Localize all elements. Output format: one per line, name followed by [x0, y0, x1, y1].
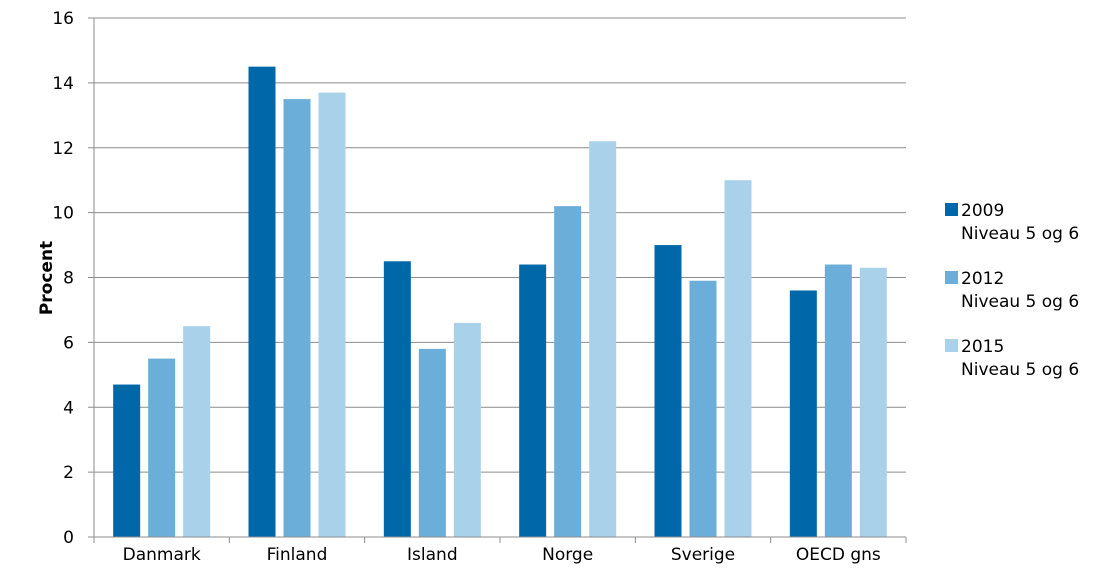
- bar-2015-finland: [318, 92, 346, 537]
- bar-2015-norge: [589, 141, 617, 537]
- y-tick-label: 0: [63, 528, 74, 548]
- legend-item-2009: 2009 Niveau 5 og 6: [945, 201, 1079, 244]
- y-axis-label: Procent: [37, 241, 57, 315]
- x-tick-label: Island: [407, 545, 458, 565]
- bar-2012-oecd-gns: [824, 264, 852, 537]
- y-axis-ticks: 0 2 4 6 8 10 12 14 16: [52, 9, 94, 548]
- bar-2009-danmark: [113, 384, 141, 537]
- y-tick-label: 6: [63, 333, 74, 353]
- legend-swatch: [945, 203, 958, 216]
- x-axis-ticks: Danmark Finland Island Norge Sverige OECD gns: [93, 537, 907, 565]
- bar-2012-danmark: [148, 358, 176, 537]
- y-tick-label: 8: [63, 269, 74, 289]
- legend-item-2015: 2015 Niveau 5 og 6: [945, 337, 1079, 380]
- bar-2009-island: [383, 261, 411, 537]
- bar-2009-oecd-gns: [789, 290, 817, 537]
- bar-2012-sverige: [689, 280, 717, 537]
- legend-swatch: [945, 271, 958, 284]
- legend-swatch: [945, 339, 958, 352]
- legend-sublabel: Niveau 5 og 6: [961, 292, 1079, 312]
- y-tick-label: 2: [63, 463, 74, 483]
- bar-2015-island: [453, 322, 481, 537]
- x-tick-label: Danmark: [123, 545, 201, 565]
- x-tick-label: OECD gns: [796, 545, 881, 565]
- y-tick-label: 12: [52, 139, 74, 159]
- legend-label: 2009: [961, 201, 1004, 221]
- bar-2015-sverige: [724, 180, 752, 537]
- x-tick-label: Norge: [542, 545, 593, 565]
- legend-item-2012: 2012 Niveau 5 og 6: [945, 269, 1079, 312]
- bars: [113, 66, 887, 537]
- y-tick-label: 14: [52, 74, 74, 94]
- legend-label: 2015: [961, 337, 1004, 357]
- y-tick-label: 16: [52, 9, 74, 29]
- bar-2015-danmark: [183, 326, 211, 537]
- bar-2012-island: [418, 348, 446, 537]
- y-tick-label: 4: [63, 398, 74, 418]
- bar-2009-finland: [248, 66, 276, 537]
- x-tick-label: Sverige: [671, 545, 735, 565]
- legend-sublabel: Niveau 5 og 6: [961, 360, 1079, 380]
- bar-2009-norge: [519, 264, 547, 537]
- bar-2015-oecd-gns: [859, 267, 887, 537]
- gridlines: [94, 17, 906, 473]
- legend-sublabel: Niveau 5 og 6: [961, 224, 1079, 244]
- bar-2009-sverige: [654, 245, 682, 537]
- legend-label: 2012: [961, 269, 1004, 289]
- x-tick-label: Finland: [267, 545, 328, 565]
- bar-2012-finland: [283, 99, 311, 537]
- y-tick-label: 10: [52, 204, 74, 224]
- legend: 2009 Niveau 5 og 6 2012 Niveau 5 og 6 2015 Ni…: [945, 201, 1079, 380]
- bar-2012-norge: [554, 206, 582, 537]
